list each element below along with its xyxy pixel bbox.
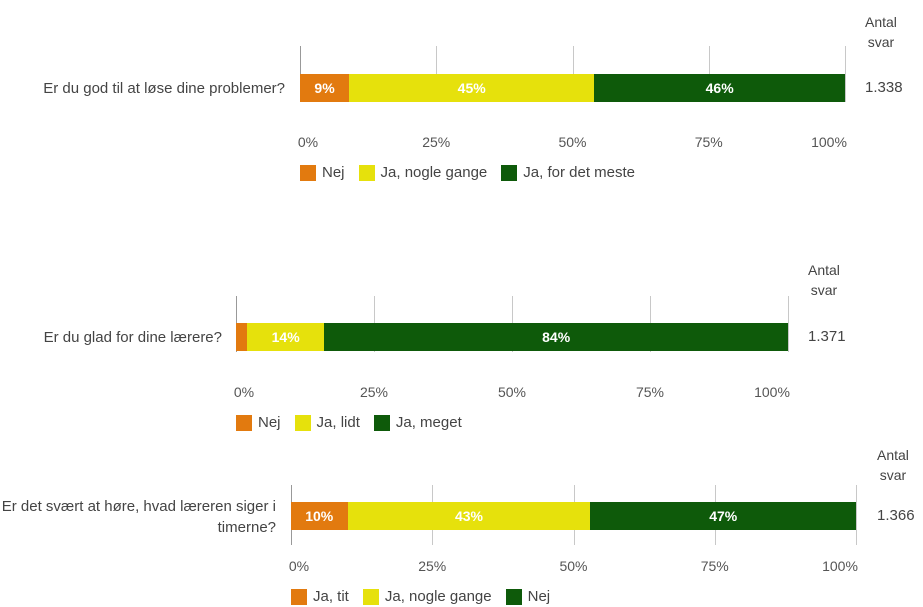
legend-label: Nej <box>258 414 281 431</box>
x-tick-label: 25% <box>422 134 451 150</box>
bar-segment: 84% <box>324 323 788 351</box>
legend-item: Ja, meget <box>373 414 462 431</box>
x-tick-label: 50% <box>558 134 587 150</box>
legend-swatch <box>362 588 379 605</box>
legend-item: Ja, lidt <box>294 414 360 431</box>
legend-swatch <box>505 588 522 605</box>
x-tick-label: 0% <box>297 134 319 150</box>
x-tick-label: 50% <box>497 384 527 400</box>
legend-label: Ja, tit <box>313 588 349 605</box>
answers-count: 1.366 <box>877 507 915 524</box>
bar-segment: 43% <box>347 502 591 530</box>
legend-label: Nej <box>527 588 551 605</box>
x-tick-label: 0% <box>233 384 255 400</box>
x-tick-label: 75% <box>694 134 723 150</box>
bar-segment: 46% <box>594 74 845 102</box>
answers-count-header: Antal svar <box>865 12 897 52</box>
question-label: Er du god til at løse dine problemer? <box>43 80 285 97</box>
legend-item: Ja, nogle gange <box>358 164 488 181</box>
legend-label: Ja, meget <box>395 414 462 431</box>
legend-item: Ja, nogle gange <box>362 588 492 605</box>
x-tick-label: 100% <box>822 558 858 574</box>
answers-header-line: svar <box>867 34 895 50</box>
bar-segment <box>236 323 248 351</box>
bar-segment: 9% <box>300 74 350 102</box>
x-tick-label: 100% <box>811 134 847 150</box>
x-tick-label: 50% <box>559 558 588 574</box>
legend-item: Ja, tit <box>291 588 349 605</box>
legend-item: Nej <box>236 414 281 431</box>
stacked-bar: 14% 84% <box>236 323 788 351</box>
answers-count: 1.338 <box>865 79 903 96</box>
legend: Ja, tit Ja, nogle gange Nej <box>291 588 564 605</box>
legend-swatch <box>291 588 307 605</box>
x-tick-label: 0% <box>288 558 310 574</box>
bar-segment: 14% <box>247 323 325 351</box>
legend-label: Ja, nogle gange <box>380 164 488 181</box>
legend-item: Ja, for det meste <box>501 164 635 181</box>
x-tick-label: 25% <box>359 384 389 400</box>
gridline <box>845 46 846 102</box>
legend-swatch <box>373 414 390 431</box>
legend-label: Ja, for det meste <box>523 164 635 181</box>
answers-header-line: Antal <box>808 262 840 278</box>
answers-count-header: Antal svar <box>808 260 840 300</box>
gridline <box>856 485 857 545</box>
legend-swatch <box>501 164 518 181</box>
stacked-bar: 10% 43% 47% <box>291 502 856 530</box>
legend-swatch <box>358 164 375 181</box>
x-tick-label: 25% <box>418 558 447 574</box>
legend-label: Ja, lidt <box>316 414 360 431</box>
answers-header-line: svar <box>879 467 907 483</box>
legend: Nej Ja, lidt Ja, meget <box>236 414 476 431</box>
bar-segment: 47% <box>590 502 856 530</box>
question-label: Er det svært at høre, hvad læreren siger… <box>1 498 276 536</box>
x-tick-label: 75% <box>700 558 729 574</box>
answers-count: 1.371 <box>808 328 846 345</box>
legend-label: Nej <box>322 164 345 181</box>
legend-item: Nej <box>505 588 551 605</box>
x-tick-label: 100% <box>754 384 790 400</box>
answers-header-line: svar <box>810 282 838 298</box>
answers-count-header: Antal svar <box>877 445 909 485</box>
stacked-bar: 9% 45% 46% <box>300 74 845 102</box>
answers-header-line: Antal <box>877 447 909 463</box>
gridline <box>788 296 789 352</box>
legend-swatch <box>294 414 311 431</box>
legend-swatch <box>236 414 252 431</box>
legend-label: Ja, nogle gange <box>384 588 492 605</box>
legend-swatch <box>300 164 316 181</box>
legend-item: Nej <box>300 164 345 181</box>
question-label: Er du glad for dine lærere? <box>43 329 222 346</box>
answers-header-line: Antal <box>865 14 897 30</box>
bar-segment: 10% <box>291 502 348 530</box>
x-tick-label: 75% <box>635 384 665 400</box>
legend: Nej Ja, nogle gange Ja, for det meste <box>300 164 649 181</box>
bar-segment: 45% <box>349 74 595 102</box>
